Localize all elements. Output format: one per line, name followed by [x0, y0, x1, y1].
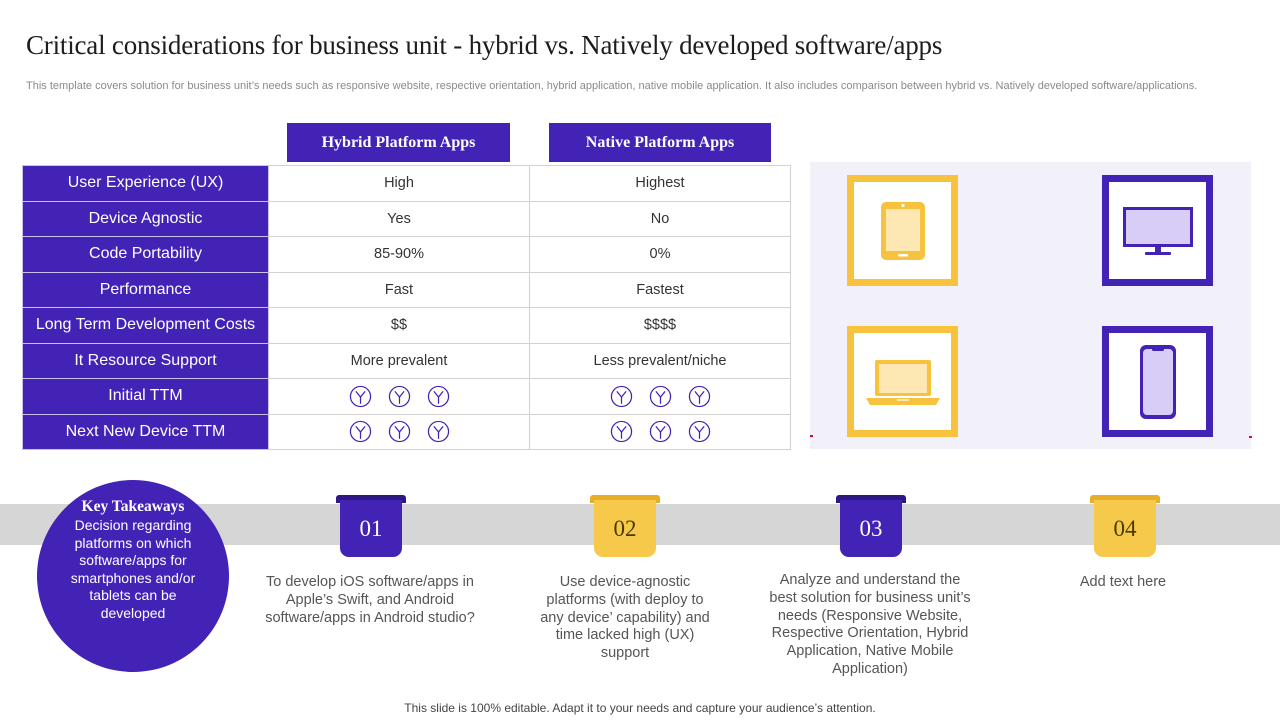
table-row: Next New Device TTM [22, 413, 791, 450]
native-value: Highest [529, 165, 791, 202]
laptop-frame [847, 326, 958, 437]
monitor-frame [1102, 175, 1213, 286]
table-row: Performance Fast Fastest [22, 271, 791, 308]
stopwatch-icon [688, 421, 710, 443]
step-text-03: Analyze and understand the best solution… [769, 572, 971, 677]
stopwatch-icon [349, 385, 371, 407]
decor-dot [1249, 436, 1252, 438]
table-row: Initial TTM [22, 378, 791, 415]
hybrid-value: $$ [268, 307, 530, 344]
hybrid-value: Fast [268, 271, 530, 308]
step-number-04: 04 [1094, 500, 1156, 557]
native-value: 0% [529, 236, 791, 273]
step-number-03: 03 [840, 500, 902, 557]
comparison-table: User Experience (UX) High Highest Device Ag… [22, 165, 791, 450]
stopwatch-icon [349, 421, 371, 443]
native-value: Fastest [529, 271, 791, 308]
native-ttm-icons [529, 378, 791, 415]
row-label: Performance [22, 271, 269, 308]
table-row: Device Agnostic Yes No [22, 200, 791, 237]
stopwatch-icon [427, 385, 449, 407]
row-label: Code Portability [22, 236, 269, 273]
native-value: No [529, 200, 791, 237]
column-header-hybrid: Hybrid Platform Apps [287, 123, 510, 162]
key-takeaways-title: Key Takeaways [81, 498, 185, 515]
stopwatch-icon [649, 385, 671, 407]
row-label: It Resource Support [22, 342, 269, 379]
hybrid-value: High [268, 165, 530, 202]
step-tab [1090, 495, 1160, 503]
stopwatch-icon [388, 421, 410, 443]
stopwatch-icon [610, 385, 632, 407]
slide-footer: This slide is 100% editable. Adapt it to… [404, 701, 876, 715]
smartphone-frame [1102, 326, 1213, 437]
decor-dot [810, 435, 813, 437]
key-takeaways-circle: Key Takeaways Decision regarding platfor… [37, 480, 229, 672]
row-label: User Experience (UX) [22, 165, 269, 202]
tablet-icon [880, 201, 925, 260]
key-takeaways-text: Decision regarding platforms on which so… [70, 517, 196, 621]
table-row: User Experience (UX) High Highest [22, 165, 791, 202]
native-ttm-icons [529, 413, 791, 450]
stopwatch-icon [649, 421, 671, 443]
step-text-04: Add text here [1079, 574, 1167, 590]
smartphone-icon [1139, 344, 1176, 419]
tablet-frame [847, 175, 958, 286]
native-value: Less prevalent/niche [529, 342, 791, 379]
hybrid-ttm-icons [268, 378, 530, 415]
row-label: Long Term Development Costs [22, 307, 269, 344]
step-text-01: To develop iOS software/apps in Apple’s … [265, 574, 475, 626]
device-panel [810, 162, 1252, 449]
stopwatch-icon [688, 385, 710, 407]
monitor-icon [1122, 206, 1193, 255]
hybrid-value: More prevalent [268, 342, 530, 379]
step-text-02: Use device-agnostic platforms (with depl… [540, 574, 710, 662]
native-value: $$$$ [529, 307, 791, 344]
column-header-native: Native Platform Apps [549, 123, 771, 162]
stopwatch-icon [427, 421, 449, 443]
table-row: Code Portability 85-90% 0% [22, 236, 791, 273]
row-label: Next New Device TTM [22, 413, 269, 450]
row-label: Device Agnostic [22, 200, 269, 237]
row-label: Initial TTM [22, 378, 269, 415]
stopwatch-icon [388, 385, 410, 407]
table-row: It Resource Support More prevalent Less pr… [22, 342, 791, 379]
slide-title: Critical considerations for business uni… [26, 30, 943, 60]
hybrid-value: 85-90% [268, 236, 530, 273]
step-tab [836, 495, 906, 503]
step-tab [336, 495, 406, 503]
stopwatch-icon [610, 421, 632, 443]
hybrid-ttm-icons [268, 413, 530, 450]
step-number-01: 01 [340, 500, 402, 557]
step-tab [590, 495, 660, 503]
step-number-02: 02 [594, 500, 656, 557]
hybrid-value: Yes [268, 200, 530, 237]
laptop-icon [865, 359, 940, 405]
table-row: Long Term Development Costs $$ $$$$ [22, 307, 791, 344]
slide-subtitle: This template covers solution for busine… [26, 80, 1198, 92]
